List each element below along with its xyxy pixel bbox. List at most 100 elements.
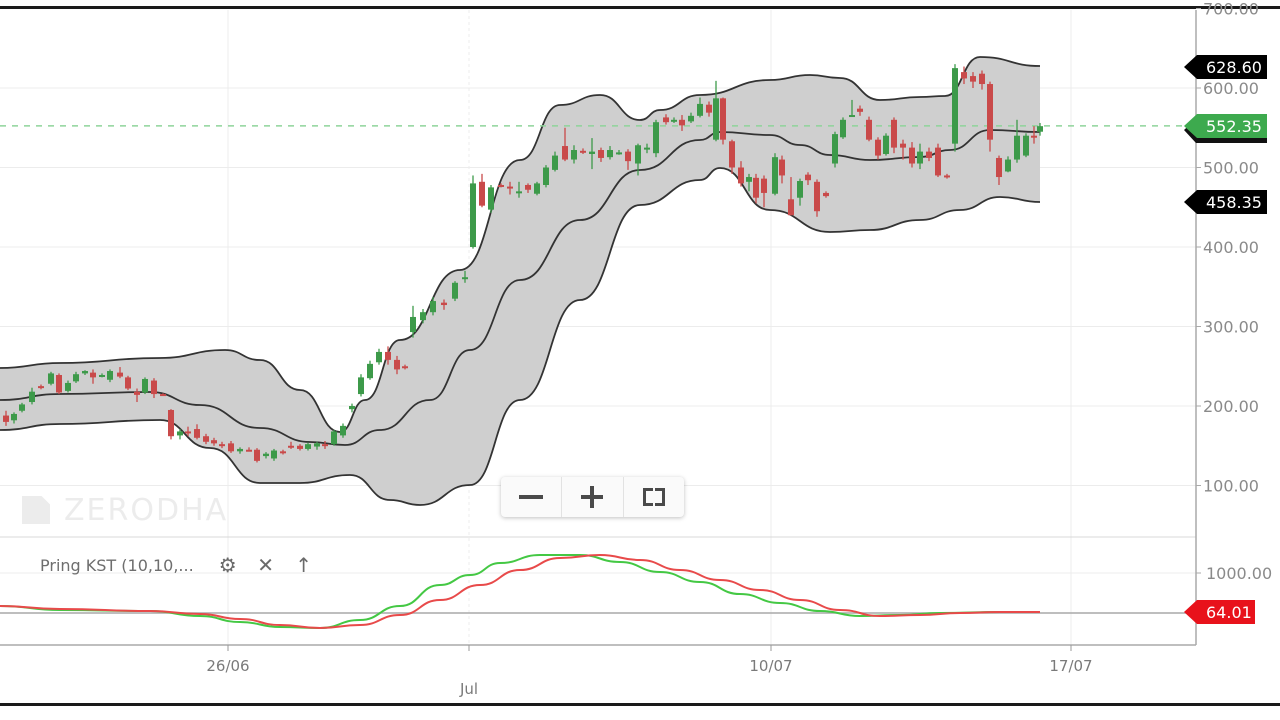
candle-body[interactable] bbox=[607, 150, 613, 158]
candle-body[interactable] bbox=[1037, 126, 1043, 132]
candle-body[interactable] bbox=[211, 440, 217, 444]
candle-body[interactable] bbox=[19, 404, 25, 411]
candle-body[interactable] bbox=[589, 151, 595, 154]
indicator-move-up-button[interactable]: ↑ bbox=[288, 552, 320, 578]
candle-body[interactable] bbox=[177, 431, 183, 436]
candle-body[interactable] bbox=[305, 444, 311, 449]
candle-body[interactable] bbox=[788, 199, 794, 216]
candle-body[interactable] bbox=[367, 363, 373, 379]
candle-body[interactable] bbox=[909, 147, 915, 164]
candle-body[interactable] bbox=[883, 135, 889, 154]
candle-body[interactable] bbox=[543, 167, 549, 185]
candle-body[interactable] bbox=[926, 151, 932, 158]
candle-body[interactable] bbox=[571, 150, 577, 160]
candle-body[interactable] bbox=[961, 72, 967, 79]
candle-body[interactable] bbox=[779, 159, 785, 176]
candle-body[interactable] bbox=[56, 374, 62, 393]
candle-body[interactable] bbox=[917, 151, 923, 164]
candle-body[interactable] bbox=[314, 443, 320, 447]
candle-body[interactable] bbox=[82, 371, 88, 374]
candle-body[interactable] bbox=[402, 366, 408, 369]
candles[interactable] bbox=[3, 64, 1043, 463]
candle-body[interactable] bbox=[376, 351, 382, 363]
candle-body[interactable] bbox=[385, 351, 391, 360]
candle-body[interactable] bbox=[688, 115, 694, 122]
candle-body[interactable] bbox=[814, 181, 820, 212]
candle-body[interactable] bbox=[441, 302, 447, 306]
candle-body[interactable] bbox=[280, 451, 286, 454]
candle-body[interactable] bbox=[891, 119, 897, 148]
zoom-out-button[interactable] bbox=[501, 477, 563, 517]
candle-body[interactable] bbox=[866, 119, 872, 140]
candle-body[interactable] bbox=[29, 391, 35, 403]
candle-body[interactable] bbox=[479, 181, 485, 206]
candle-body[interactable] bbox=[160, 394, 166, 397]
candle-body[interactable] bbox=[857, 108, 863, 112]
candle-body[interactable] bbox=[38, 386, 44, 389]
candle-body[interactable] bbox=[552, 155, 558, 170]
candle-body[interactable] bbox=[679, 119, 685, 126]
candle-body[interactable] bbox=[849, 115, 855, 118]
candle-body[interactable] bbox=[772, 157, 778, 194]
candle-body[interactable] bbox=[663, 117, 669, 123]
indicator-settings-button[interactable]: ⚙ bbox=[212, 552, 244, 578]
candle-body[interactable] bbox=[452, 282, 458, 299]
candle-body[interactable] bbox=[65, 382, 71, 391]
candle-body[interactable] bbox=[358, 377, 364, 395]
candle-body[interactable] bbox=[498, 184, 504, 187]
candle-body[interactable] bbox=[996, 157, 1002, 178]
candle-body[interactable] bbox=[616, 152, 622, 155]
candle-body[interactable] bbox=[3, 415, 9, 422]
candle-body[interactable] bbox=[516, 191, 522, 194]
candle-body[interactable] bbox=[900, 143, 906, 148]
candle-body[interactable] bbox=[525, 184, 531, 190]
candle-body[interactable] bbox=[706, 104, 712, 113]
candle-body[interactable] bbox=[644, 147, 650, 150]
candle-body[interactable] bbox=[840, 119, 846, 138]
candle-body[interactable] bbox=[263, 453, 269, 457]
candle-body[interactable] bbox=[738, 167, 744, 184]
candle-body[interactable] bbox=[125, 377, 131, 389]
candle-body[interactable] bbox=[11, 413, 17, 421]
candle-body[interactable] bbox=[697, 103, 703, 116]
candle-body[interactable] bbox=[875, 139, 881, 156]
candle-body[interactable] bbox=[107, 371, 113, 380]
candle-body[interactable] bbox=[534, 183, 540, 194]
candle-body[interactable] bbox=[420, 312, 426, 321]
candle-body[interactable] bbox=[90, 372, 96, 378]
candle-body[interactable] bbox=[1023, 135, 1029, 156]
candle-body[interactable] bbox=[562, 146, 568, 160]
candle-body[interactable] bbox=[598, 150, 604, 158]
candle-body[interactable] bbox=[507, 186, 513, 189]
candle-body[interactable] bbox=[952, 68, 958, 144]
candle-body[interactable] bbox=[761, 178, 767, 193]
candle-body[interactable] bbox=[142, 378, 148, 393]
candle-body[interactable] bbox=[653, 122, 659, 154]
candle-body[interactable] bbox=[729, 141, 735, 168]
candle-body[interactable] bbox=[117, 372, 123, 377]
candle-body[interactable] bbox=[237, 448, 243, 452]
candle-body[interactable] bbox=[625, 151, 631, 162]
candle-body[interactable] bbox=[823, 192, 829, 197]
candle-body[interactable] bbox=[1014, 135, 1020, 160]
candle-body[interactable] bbox=[99, 374, 105, 377]
zoom-in-button[interactable] bbox=[562, 477, 624, 517]
candle-body[interactable] bbox=[635, 145, 641, 164]
candle-body[interactable] bbox=[185, 431, 191, 434]
indicator-remove-button[interactable]: ✕ bbox=[250, 552, 282, 578]
candle-body[interactable] bbox=[713, 98, 719, 140]
candle-body[interactable] bbox=[322, 444, 328, 447]
candle-body[interactable] bbox=[671, 119, 677, 122]
candle-body[interactable] bbox=[48, 373, 54, 384]
candle-body[interactable] bbox=[349, 406, 355, 410]
candle-body[interactable] bbox=[430, 301, 436, 313]
candle-body[interactable] bbox=[288, 445, 294, 448]
fullscreen-button[interactable] bbox=[624, 477, 684, 517]
candle-body[interactable] bbox=[194, 429, 200, 438]
candle-body[interactable] bbox=[271, 450, 277, 459]
candle-body[interactable] bbox=[340, 425, 346, 436]
candle-body[interactable] bbox=[168, 409, 174, 437]
candle-body[interactable] bbox=[753, 177, 759, 198]
candle-body[interactable] bbox=[488, 187, 494, 210]
candle-body[interactable] bbox=[805, 174, 811, 181]
